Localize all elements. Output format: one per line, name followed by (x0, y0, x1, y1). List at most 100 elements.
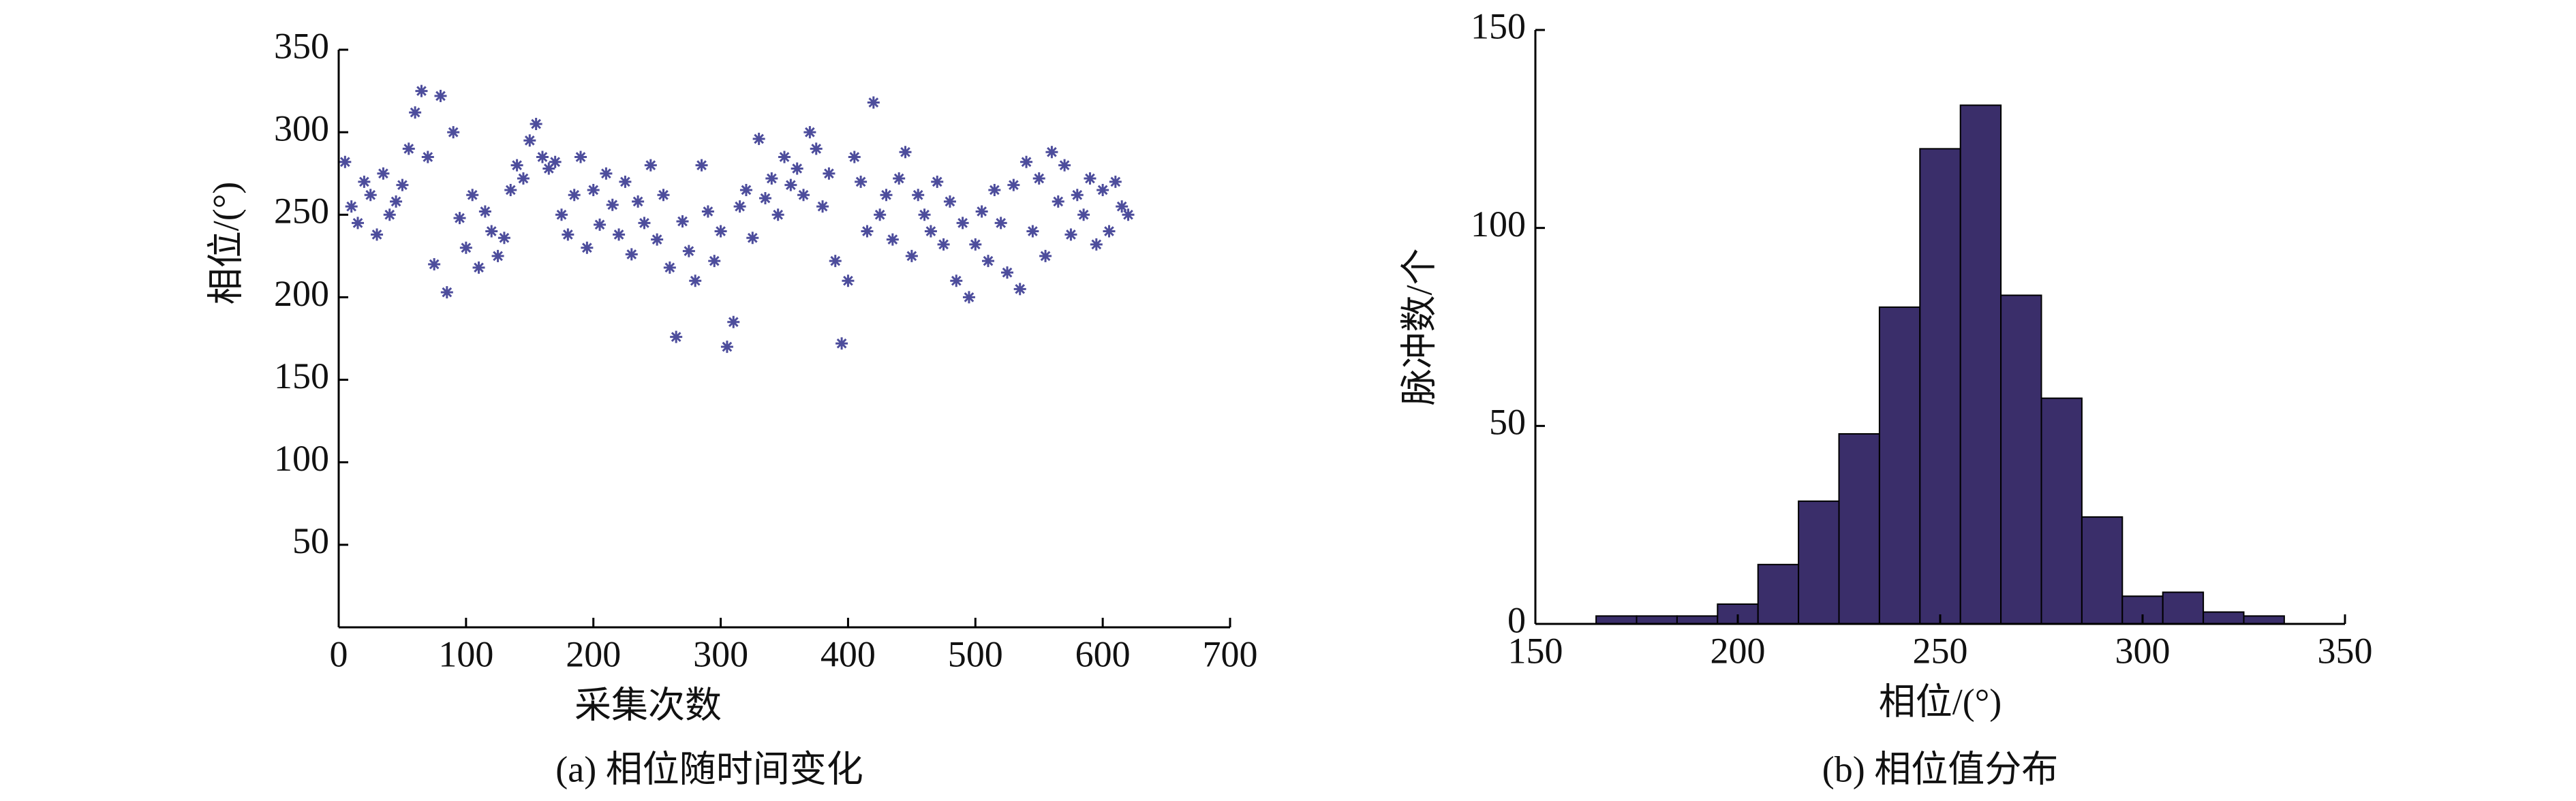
x-tick-label: 400 (821, 633, 876, 674)
point (733, 200, 746, 213)
point (1116, 200, 1129, 213)
subplot: 50 100 150 200 250 300 350 0 100 200 300 400 500 600 7… (205, 25, 1257, 789)
bar (1878, 306, 1921, 625)
point (855, 175, 868, 188)
point (1052, 195, 1064, 208)
x-tick-label: 100 (438, 633, 493, 674)
point (950, 274, 963, 287)
point (390, 195, 403, 208)
y-tick-label: 50 (292, 520, 329, 561)
point (835, 337, 848, 350)
x-tick-label: 600 (1075, 633, 1131, 674)
point (778, 151, 791, 163)
point (1020, 155, 1033, 168)
y-tick-label: 350 (274, 25, 329, 66)
point (530, 118, 542, 131)
point (937, 238, 950, 251)
y-tick-label: 200 (274, 273, 329, 314)
point (568, 189, 581, 202)
point (956, 217, 969, 230)
point (1039, 249, 1052, 262)
x-tick-label: 250 (1913, 630, 1968, 671)
point (644, 159, 657, 172)
point (803, 126, 816, 139)
x-axis-label: 相位/(°) (1879, 681, 2002, 722)
point (555, 208, 568, 221)
point (339, 155, 352, 168)
point (784, 178, 797, 191)
bar (2203, 611, 2245, 625)
point (701, 205, 714, 218)
bar (1798, 500, 1840, 625)
point (816, 200, 829, 213)
y-tick-label: 150 (1471, 5, 1526, 46)
bar (1676, 615, 1719, 625)
point (491, 249, 504, 262)
y-tick-label: 100 (1471, 204, 1526, 245)
point (510, 159, 523, 172)
bar (2000, 294, 2042, 625)
bar (1919, 148, 1961, 625)
x-tick-label: 300 (2115, 630, 2171, 671)
point (459, 241, 472, 254)
point (1090, 238, 1103, 251)
point (1026, 225, 1039, 238)
point (1001, 266, 1013, 279)
point (1045, 146, 1058, 159)
x-axis-label: 采集次数 (574, 685, 722, 725)
point (810, 142, 823, 155)
point (581, 241, 594, 254)
bar (2162, 591, 2205, 625)
point (440, 286, 453, 299)
y-axis-label: 相位/(°) (205, 182, 246, 305)
point (765, 172, 778, 185)
point (771, 208, 784, 221)
point (453, 212, 466, 225)
point (1077, 208, 1090, 221)
point (396, 178, 409, 191)
caption: (a) 相位随时间变化 (555, 749, 863, 789)
point (924, 225, 937, 238)
point (823, 167, 835, 180)
y-tick-label: 150 (274, 356, 329, 396)
y-tick-label: 100 (274, 438, 329, 479)
point (428, 257, 441, 270)
point (402, 142, 415, 155)
point (1013, 283, 1026, 296)
point (562, 228, 574, 241)
point (377, 167, 390, 180)
point (619, 175, 632, 188)
point (943, 195, 956, 208)
point (447, 126, 460, 139)
point (600, 167, 613, 180)
bar (2040, 397, 2083, 625)
point (893, 172, 906, 185)
bar (1838, 433, 1880, 625)
bar (1757, 563, 1800, 625)
point (478, 205, 491, 218)
x-tick-label: 700 (1203, 633, 1258, 674)
point (632, 195, 645, 208)
point (695, 159, 708, 172)
point (536, 151, 549, 163)
point (1122, 208, 1135, 221)
point (574, 151, 587, 163)
point (485, 225, 498, 238)
point (758, 192, 771, 205)
point (1103, 225, 1116, 238)
point (962, 291, 975, 304)
caption: (b) 相位值分布 (1822, 749, 2058, 789)
bar (2243, 615, 2285, 625)
point (504, 183, 517, 196)
point (415, 84, 428, 97)
point (587, 183, 600, 196)
y-tick-label: 50 (1489, 402, 1526, 443)
point (714, 225, 727, 238)
point (752, 132, 765, 145)
bar (1959, 104, 2002, 625)
y-tick-label: 300 (274, 108, 329, 149)
point (638, 217, 651, 230)
point (727, 315, 740, 328)
point (739, 183, 752, 196)
point (663, 261, 676, 274)
